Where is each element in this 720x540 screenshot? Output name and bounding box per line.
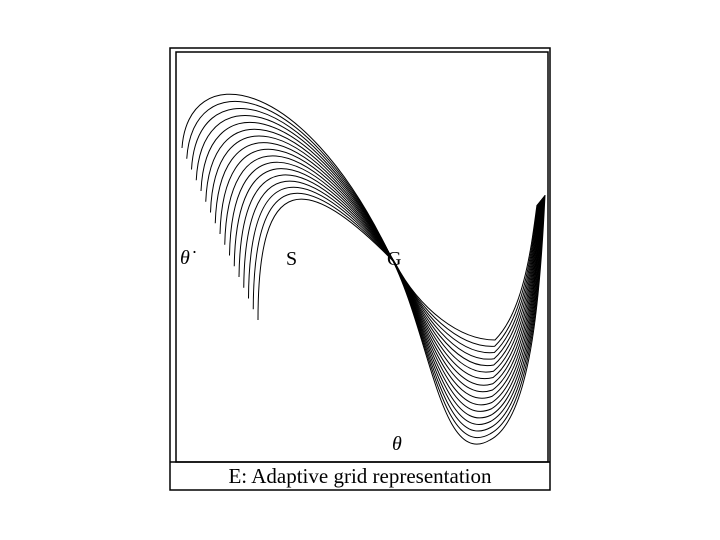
trajectory-curve	[252, 192, 538, 347]
trajectory-curve	[181, 93, 546, 445]
trajectory-curve	[191, 108, 545, 432]
trajectory-curve	[243, 180, 539, 360]
goal-label: G	[387, 248, 401, 270]
trajectory-curve	[224, 155, 541, 386]
trajectory-curve	[219, 149, 542, 393]
trajectory-curve	[257, 198, 538, 341]
trajectory-curve	[229, 161, 541, 380]
trajectory-curve	[205, 128, 543, 412]
trajectory-curve	[248, 186, 539, 354]
trajectory-curve	[210, 135, 543, 406]
trajectories	[181, 93, 546, 445]
trajectory-curve	[186, 100, 545, 438]
trajectory-curve	[195, 115, 544, 425]
trajectory-curve	[233, 168, 540, 373]
trajectory-curve	[200, 122, 544, 419]
trajectory-curve	[238, 174, 540, 367]
caption: E: Adaptive grid representation	[228, 464, 492, 488]
start-label: S	[286, 248, 297, 270]
figure-frame	[169, 47, 551, 491]
x-axis-label: θ	[392, 433, 402, 455]
trajectory-curve	[214, 142, 542, 399]
